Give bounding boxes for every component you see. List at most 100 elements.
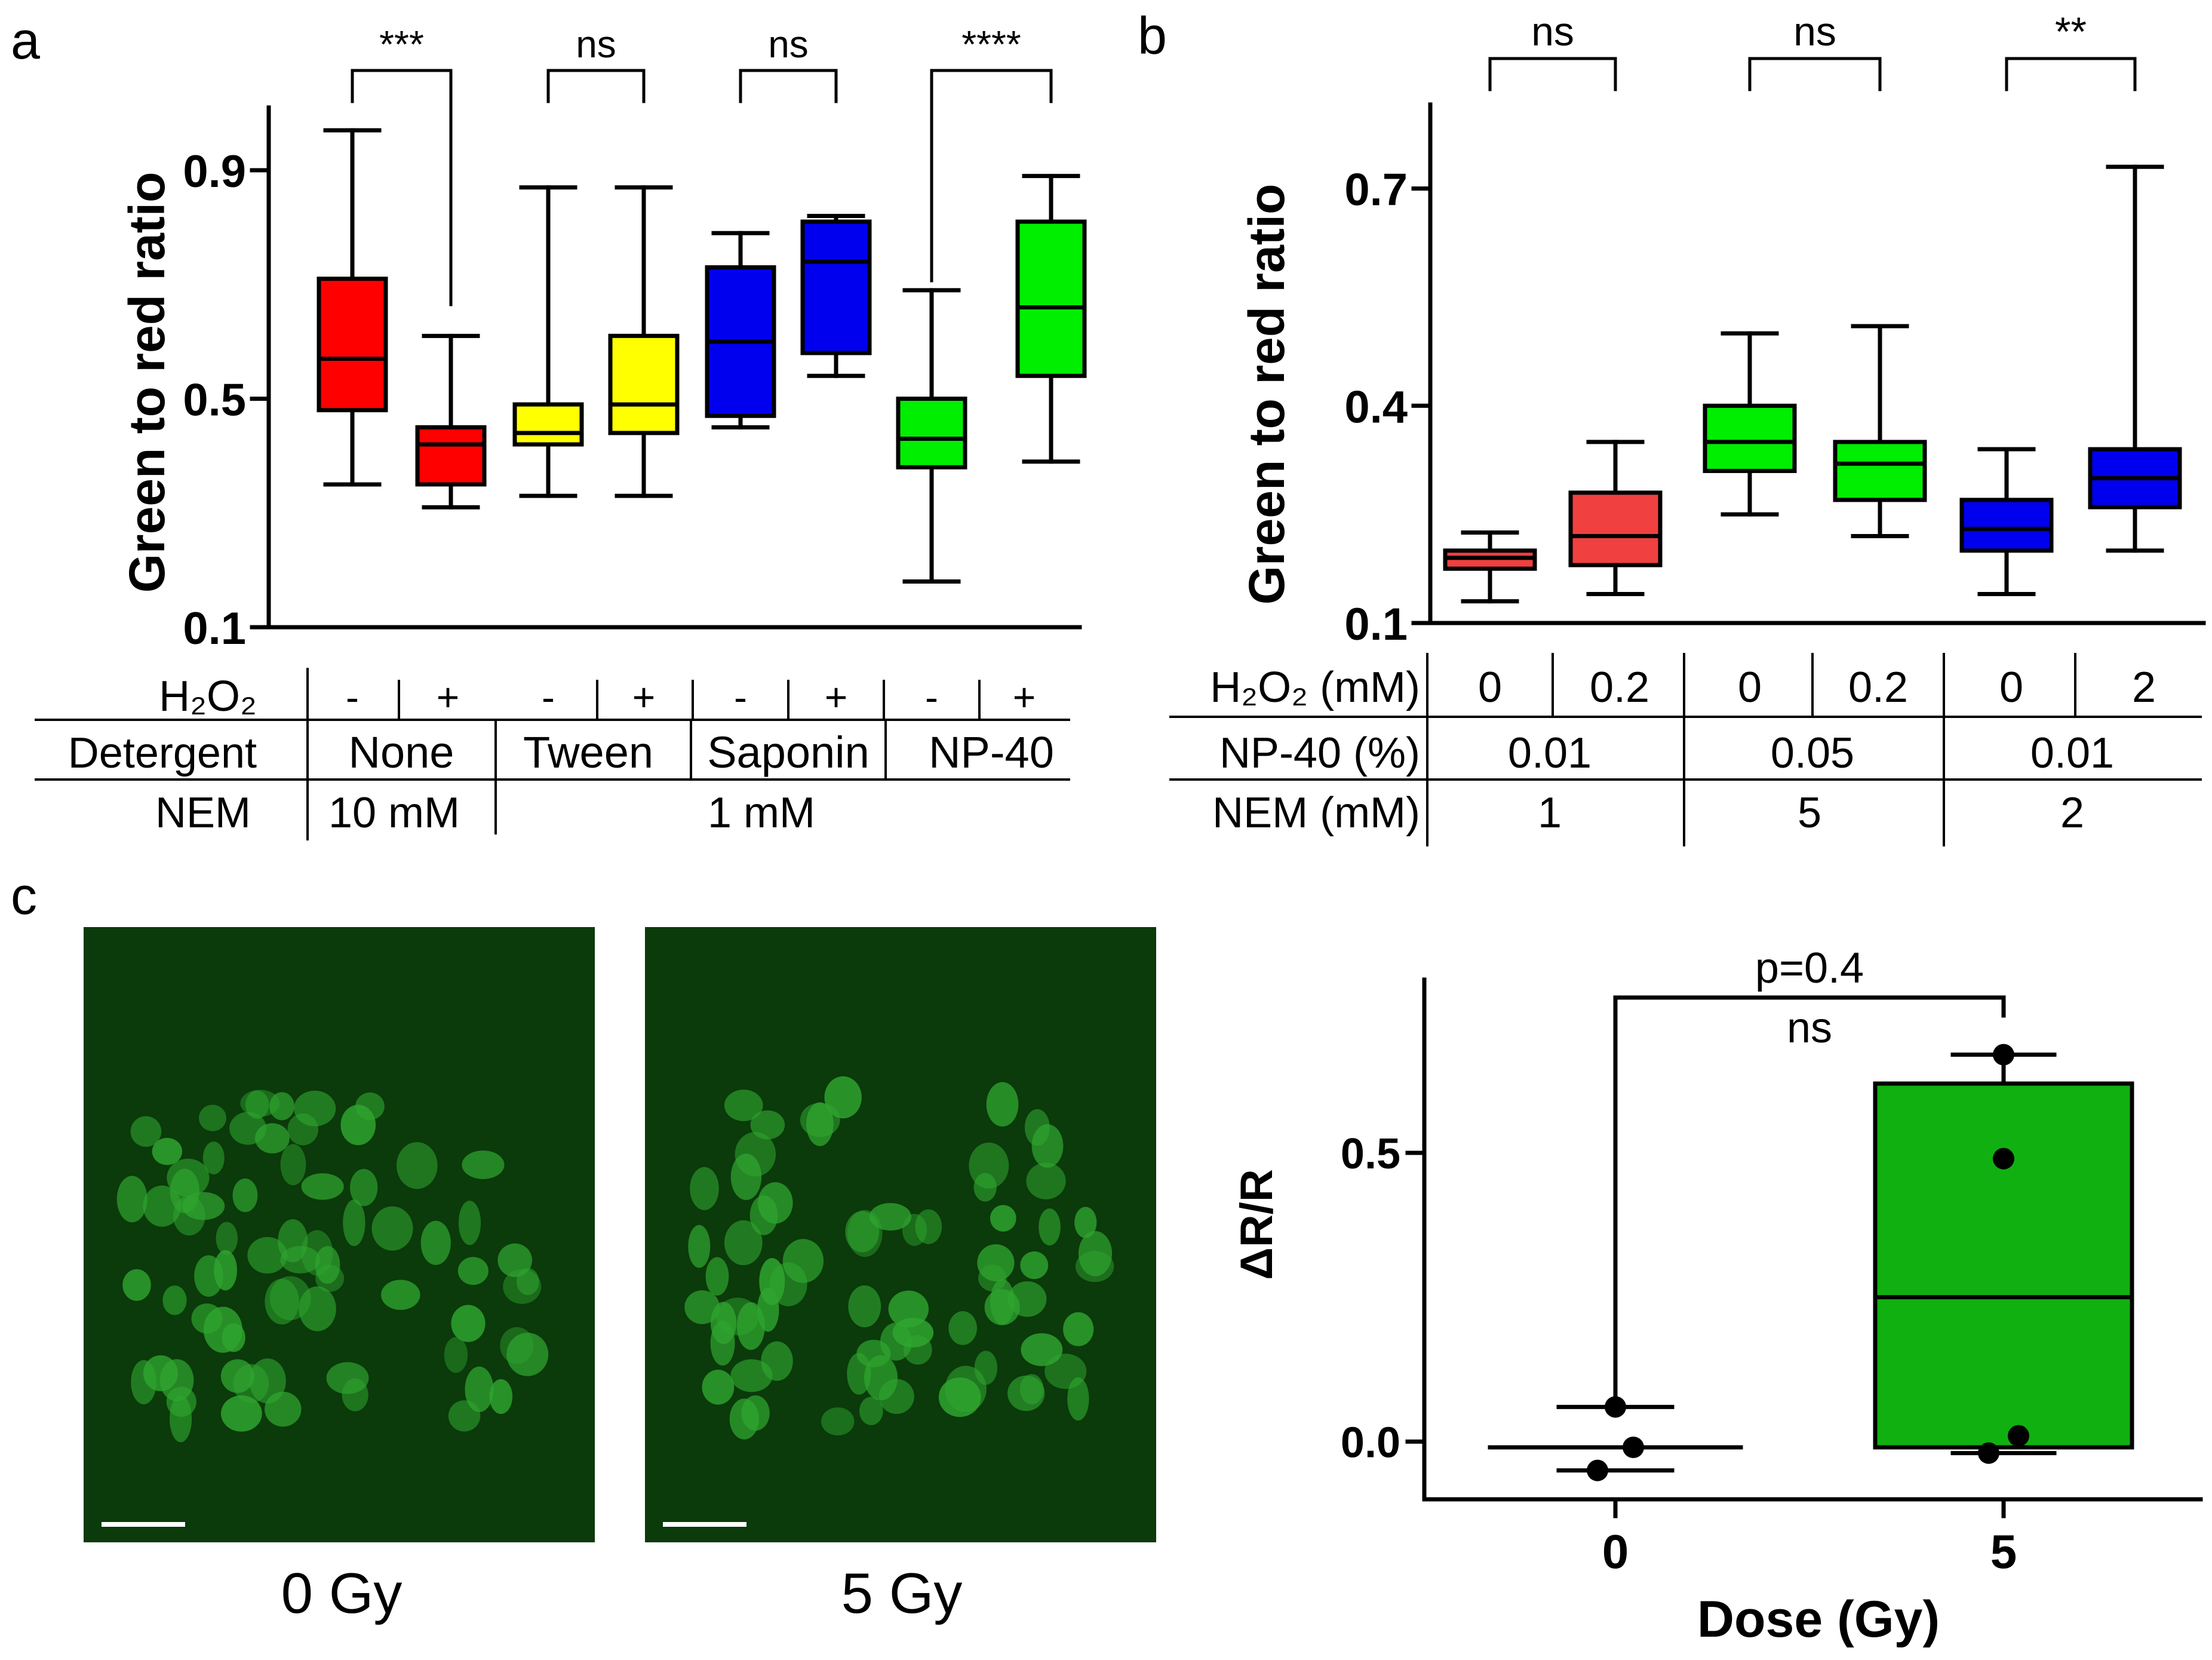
data-point	[1978, 1442, 1999, 1464]
micrograph-cell	[848, 1285, 881, 1327]
micrograph-cell	[702, 1370, 735, 1405]
table-b-h2o2-cell: 0	[1738, 664, 1762, 711]
micrograph-cell	[1067, 1377, 1089, 1421]
micrograph-cell	[888, 1290, 929, 1328]
micrograph-cell	[444, 1337, 468, 1373]
micrograph-cell	[902, 1214, 927, 1246]
box-body	[1568, 490, 1663, 567]
micrograph-cell	[750, 1110, 785, 1140]
micrograph-cell	[465, 1366, 494, 1413]
table-a-detergent-cell: None	[349, 728, 454, 777]
b-box-3	[1833, 324, 1927, 539]
b-ytick-label: 0.1	[1344, 599, 1408, 650]
significance-label: ns	[576, 23, 616, 66]
micrograph-cell	[859, 1397, 883, 1425]
micrograph-cell	[451, 1305, 486, 1342]
box-body	[415, 425, 487, 487]
box-body	[1703, 403, 1797, 473]
micrograph-cell	[198, 1104, 226, 1131]
c-xtick-label: 0	[1602, 1525, 1629, 1578]
micrograph-cell	[847, 1352, 871, 1395]
micrograph-cell	[1075, 1251, 1114, 1282]
micrograph-cell	[1063, 1312, 1094, 1346]
data-point	[1623, 1437, 1644, 1458]
c-xtick-label: 5	[1990, 1525, 2017, 1578]
table-a-nem-cell: 1 mM	[708, 789, 815, 837]
significance-label: ***	[379, 23, 424, 66]
a-box-0	[317, 128, 388, 487]
micrograph-cell	[741, 1395, 770, 1431]
micrograph-cell	[462, 1150, 505, 1179]
micrograph-cell	[892, 1318, 934, 1348]
micrograph-cell	[299, 1286, 336, 1331]
panel-label-c: c	[11, 866, 37, 925]
a-box-2	[512, 185, 584, 498]
box-body	[512, 402, 584, 447]
micrograph-cell	[143, 1185, 182, 1227]
micrograph-cell	[130, 1116, 162, 1147]
micrograph-cell	[1044, 1354, 1087, 1389]
micrograph-cell	[847, 1210, 883, 1257]
c-significance-p-label: p=0.4	[1755, 944, 1864, 992]
panel-a-condition-table: H₂O₂ Detergent NEM - + - + - + - + None Tween Saponin…	[35, 668, 1070, 840]
a-box-6	[896, 288, 967, 584]
micrograph-cell	[845, 1211, 880, 1253]
b-box-2	[1703, 331, 1797, 517]
micrograph-cell	[249, 1358, 286, 1404]
table-a-h2o2-cell: -	[925, 675, 938, 719]
table-a-h2o2-cell: +	[1013, 675, 1036, 719]
micrograph-cell	[457, 1257, 489, 1285]
c-significance-label: ns	[1787, 1004, 1832, 1052]
micrograph-cell	[122, 1269, 151, 1301]
b-box-5	[2088, 164, 2182, 553]
a-box-3	[608, 185, 680, 498]
panel-b-chart: Green to red ratio 0.1 0.4 0.7 ns ns ** H₂O₂…	[1169, 9, 2206, 846]
micrograph-cell	[1074, 1207, 1097, 1238]
micrograph-cell	[254, 1123, 290, 1153]
micrograph-cell	[381, 1279, 420, 1310]
micrograph-0gy	[84, 927, 595, 1542]
micrograph-cell	[269, 1276, 311, 1321]
micrograph-5gy	[645, 927, 1156, 1542]
micrograph-background	[84, 927, 595, 1542]
micrograph-cell	[458, 1201, 481, 1245]
box-body	[896, 397, 967, 470]
micrograph-cell	[191, 1303, 223, 1334]
table-b-np40-cell: 0.01	[1508, 729, 1592, 777]
panel-label-a: a	[11, 11, 40, 70]
table-a-detergent-cell: NP-40	[929, 728, 1054, 777]
micrograph-cell	[202, 1142, 225, 1174]
table-a-rowlabel-detergent: Detergent	[68, 729, 257, 777]
significance-label: ****	[961, 23, 1021, 66]
data-point	[2008, 1425, 2029, 1447]
micrograph-cell	[315, 1246, 340, 1284]
micrograph-cell	[821, 1407, 855, 1436]
b-ytick-label: 0.7	[1344, 165, 1408, 216]
table-b-np40-cell: 0.05	[1771, 729, 1854, 777]
micrograph-cell	[301, 1230, 333, 1276]
micrograph-cell	[301, 1173, 344, 1200]
b-significance-0: ns	[1488, 9, 1617, 91]
table-b-h2o2-cell: 0.2	[1848, 664, 1908, 711]
micrograph-cell	[1026, 1162, 1066, 1199]
micrograph-cell	[945, 1366, 987, 1412]
table-b-rowlabel-nem: NEM (mM)	[1212, 789, 1420, 837]
a-ytick-label: 0.5	[183, 375, 246, 426]
micrograph-cell	[1007, 1375, 1045, 1412]
micrograph-cell	[489, 1379, 513, 1414]
table-a-h2o2-cell: -	[542, 675, 555, 719]
box-body	[800, 219, 872, 355]
table-b-h2o2-cell: 0.2	[1590, 664, 1649, 711]
significance-label: ns	[768, 23, 809, 66]
data-point	[1993, 1147, 2014, 1170]
micrograph-cell	[749, 1195, 778, 1235]
micrograph-cell	[977, 1244, 1015, 1282]
micrograph-cell	[688, 1225, 711, 1268]
a-ytick-label: 0.1	[183, 603, 246, 654]
b-box-0	[1443, 530, 1537, 604]
table-b-rowlabel-h2o2: H₂O₂ (mM)	[1210, 664, 1420, 711]
significance-label: ns	[1531, 9, 1574, 54]
micrograph-cell	[986, 1082, 1019, 1127]
micrograph-cell	[220, 1395, 262, 1432]
